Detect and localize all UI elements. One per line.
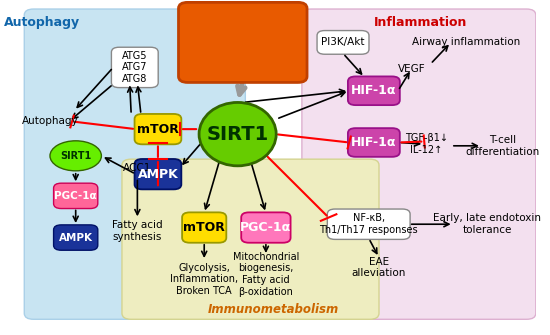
Text: Airway inflammation: Airway inflammation: [412, 38, 520, 47]
FancyBboxPatch shape: [182, 212, 226, 243]
Text: T-cell
differentiation: T-cell differentiation: [465, 135, 540, 157]
Text: mTOR: mTOR: [183, 221, 225, 234]
Text: PGC-1α: PGC-1α: [54, 191, 97, 201]
FancyBboxPatch shape: [135, 114, 182, 144]
Text: HIF-1α: HIF-1α: [351, 84, 397, 97]
FancyBboxPatch shape: [348, 128, 400, 157]
FancyBboxPatch shape: [348, 76, 400, 105]
Text: Fatty acid
synthesis: Fatty acid synthesis: [112, 220, 163, 242]
Text: Immunometabolism: Immunometabolism: [208, 303, 339, 316]
Text: EAE
alleviation: EAE alleviation: [352, 257, 406, 278]
Text: VEGF: VEGF: [398, 64, 425, 74]
Text: HIF-1α: HIF-1α: [351, 136, 397, 149]
FancyBboxPatch shape: [24, 9, 245, 319]
FancyBboxPatch shape: [122, 159, 379, 319]
Text: PGC-1α: PGC-1α: [240, 221, 292, 234]
Ellipse shape: [199, 103, 276, 166]
Text: Mitochondrial
biogenesis,
Fatty acid
β-oxidation: Mitochondrial biogenesis, Fatty acid β-o…: [233, 252, 299, 297]
Text: AMPK: AMPK: [59, 232, 93, 243]
FancyBboxPatch shape: [241, 212, 290, 243]
Text: Autophagy: Autophagy: [21, 117, 78, 126]
Text: PI3K/Akt: PI3K/Akt: [321, 38, 365, 47]
Text: ATG5
ATG7
ATG8: ATG5 ATG7 ATG8: [122, 51, 147, 84]
FancyBboxPatch shape: [53, 183, 98, 208]
Text: TGF-β1↓
IL-12↑: TGF-β1↓ IL-12↑: [405, 133, 448, 155]
Text: mTOR: mTOR: [137, 123, 179, 136]
Text: NF-κB,
Th1/Th17 responses: NF-κB, Th1/Th17 responses: [320, 213, 418, 235]
FancyBboxPatch shape: [135, 159, 182, 189]
Text: Glycolysis,
Inflammation,
Broken TCA: Glycolysis, Inflammation, Broken TCA: [170, 263, 238, 296]
FancyBboxPatch shape: [327, 209, 410, 240]
FancyBboxPatch shape: [317, 30, 369, 54]
Text: AMPK: AMPK: [138, 168, 178, 181]
FancyBboxPatch shape: [112, 47, 158, 87]
Text: ACC1: ACC1: [123, 162, 152, 173]
FancyBboxPatch shape: [179, 2, 307, 82]
Text: SIRT1: SIRT1: [60, 151, 91, 161]
FancyBboxPatch shape: [302, 9, 536, 319]
Text: Inflammation: Inflammation: [373, 16, 467, 29]
Text: Autophagy: Autophagy: [4, 16, 80, 29]
Text: Early, late endotoxin
tolerance: Early, late endotoxin tolerance: [433, 213, 541, 235]
Ellipse shape: [50, 141, 101, 171]
Text: SIRT1: SIRT1: [206, 125, 269, 144]
Text: Infectious and
inflammatory
stimuli: Infectious and inflammatory stimuli: [195, 21, 290, 64]
FancyBboxPatch shape: [53, 225, 98, 250]
